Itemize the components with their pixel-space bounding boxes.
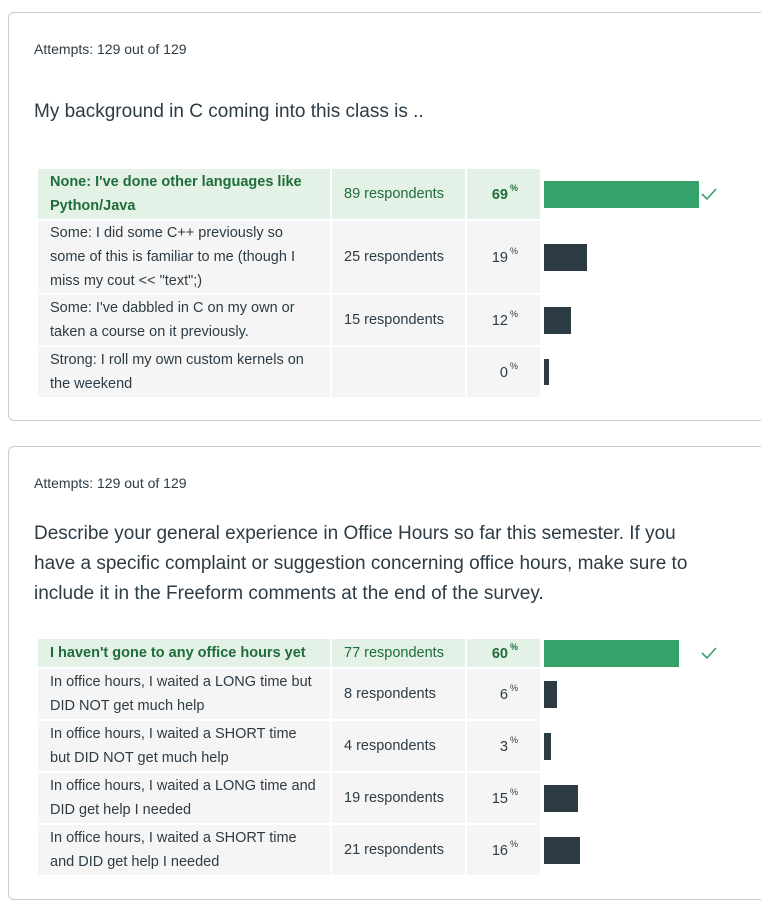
percent-bar: [544, 306, 571, 334]
percent-number: 69: [491, 186, 508, 203]
percent-value: 6%: [467, 669, 540, 719]
percent-bar: [544, 836, 580, 864]
percent-bar: [544, 732, 551, 760]
bar-cell: [542, 347, 722, 397]
percent-sign: %: [509, 683, 518, 694]
percent-number: 6: [499, 686, 508, 703]
answer-row: In office hours, I waited a LONG time an…: [38, 773, 722, 823]
percent-sign: %: [509, 246, 518, 257]
respondents-count: 8 respondents: [332, 669, 465, 719]
answers-body: None: I've done other languages like Pyt…: [38, 169, 722, 397]
answer-label: In office hours, I waited a SHORT time b…: [38, 721, 330, 771]
percent-bar: [544, 784, 578, 812]
percent-bar: [544, 680, 557, 708]
percent-sign: %: [509, 839, 518, 850]
bar-cell: [542, 721, 722, 771]
attempts-label: Attempts: 129 out of 129: [34, 41, 187, 57]
percent-value: 15%: [467, 773, 540, 823]
percent-bar: [544, 243, 587, 271]
percent-number: 19: [491, 249, 508, 266]
respondents-count: 19 respondents: [332, 773, 465, 823]
percent-value: 0%: [467, 347, 540, 397]
percent-value: 19%: [467, 221, 540, 293]
percent-bar: [544, 639, 679, 667]
answer-row: Strong: I roll my own custom kernels on …: [38, 347, 722, 397]
percent-number: 12: [491, 312, 508, 329]
answer-row: None: I've done other languages like Pyt…: [38, 169, 722, 219]
answer-label: In office hours, I waited a LONG time bu…: [38, 669, 330, 719]
question-text: My background in C coming into this clas…: [34, 101, 424, 122]
answer-row: Some: I did some C++ previously so some …: [38, 221, 722, 293]
answer-row: I haven't gone to any office hours yet 77…: [38, 639, 722, 667]
percent-number: 0: [499, 364, 508, 381]
percent-sign: %: [509, 361, 518, 372]
answer-row: In office hours, I waited a LONG time bu…: [38, 669, 722, 719]
answer-row: In office hours, I waited a SHORT time b…: [38, 721, 722, 771]
bar-cell: [542, 669, 722, 719]
bar-cell: [542, 639, 722, 667]
percent-bar: [544, 359, 549, 385]
respondents-count: 89 respondents: [332, 169, 465, 219]
question-card-1: Attempts: 129 out of 129 My background i…: [8, 12, 761, 421]
respondents-count: 4 respondents: [332, 721, 465, 771]
bar-cell: [542, 221, 722, 293]
percent-bar: [544, 180, 699, 208]
answer-row: Some: I've dabbled in C on my own or tak…: [38, 295, 722, 345]
answers-table: I haven't gone to any office hours yet 77…: [36, 637, 724, 877]
answer-label: In office hours, I waited a LONG time an…: [38, 773, 330, 823]
answer-label: I haven't gone to any office hours yet: [38, 639, 330, 667]
answer-label: In office hours, I waited a SHORT time a…: [38, 825, 330, 875]
percent-value: 69%: [467, 169, 540, 219]
bar-cell: [542, 825, 722, 875]
percent-value: 3%: [467, 721, 540, 771]
bar-cell: [542, 773, 722, 823]
answer-label: Some: I've dabbled in C on my own or tak…: [38, 295, 330, 345]
respondents-count: 15 respondents: [332, 295, 465, 345]
answer-label: Some: I did some C++ previously so some …: [38, 221, 330, 293]
respondents-count: 25 respondents: [332, 221, 465, 293]
answer-label: None: I've done other languages like Pyt…: [38, 169, 330, 219]
answer-label: Strong: I roll my own custom kernels on …: [38, 347, 330, 397]
percent-sign: %: [509, 309, 518, 320]
percent-value: 12%: [467, 295, 540, 345]
percent-number: 16: [491, 842, 508, 859]
answers-table: None: I've done other languages like Pyt…: [36, 167, 724, 399]
respondents-count: 21 respondents: [332, 825, 465, 875]
percent-sign: %: [509, 787, 518, 798]
percent-number: 60: [491, 645, 508, 662]
percent-number: 3: [499, 738, 508, 755]
percent-number: 15: [491, 790, 508, 807]
check-icon: [701, 188, 717, 201]
question-text: Describe your general experience in Offi…: [34, 523, 688, 604]
question-card-2: Attempts: 129 out of 129 Describe your g…: [8, 446, 761, 900]
bar-cell: [542, 295, 722, 345]
percent-sign: %: [509, 183, 518, 194]
percent-value: 60%: [467, 639, 540, 667]
percent-sign: %: [509, 642, 518, 653]
check-icon: [701, 647, 717, 660]
answer-row: In office hours, I waited a SHORT time a…: [38, 825, 722, 875]
attempts-label: Attempts: 129 out of 129: [34, 475, 187, 491]
percent-sign: %: [509, 735, 518, 746]
respondents-count: 77 respondents: [332, 639, 465, 667]
bar-cell: [542, 169, 722, 219]
respondents-count: [332, 347, 465, 397]
answers-body: I haven't gone to any office hours yet 77…: [38, 639, 722, 875]
percent-value: 16%: [467, 825, 540, 875]
